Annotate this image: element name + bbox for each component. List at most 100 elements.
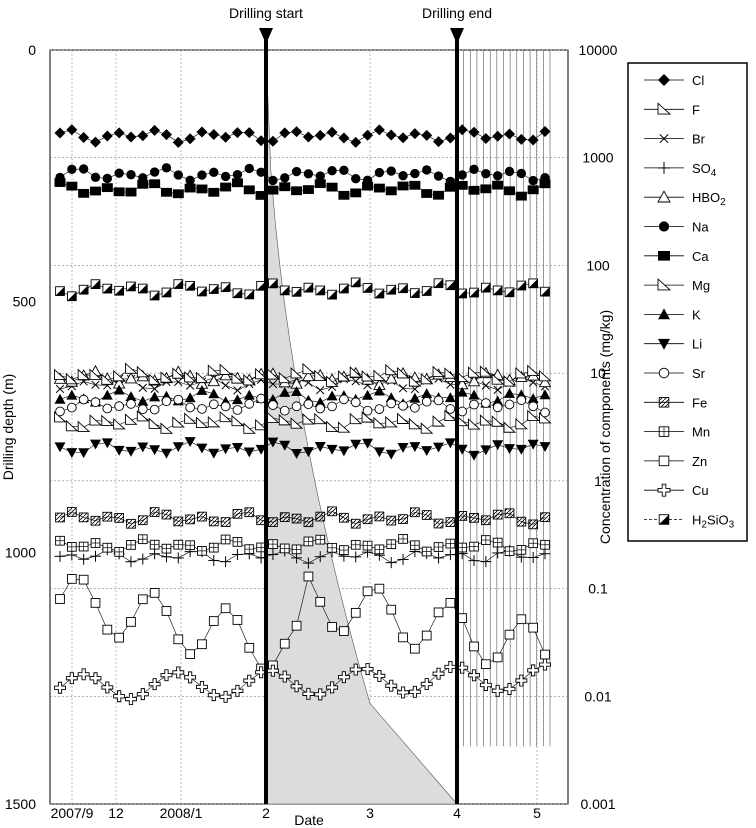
marker-point — [113, 418, 126, 430]
marker-point — [197, 404, 207, 414]
marker-point — [268, 379, 278, 389]
marker-point — [481, 515, 491, 526]
marker-point — [337, 671, 350, 684]
annotation-arrow — [259, 28, 273, 44]
marker-point — [302, 447, 314, 458]
marker-point — [491, 415, 505, 427]
marker-point — [172, 442, 184, 453]
marker-point — [468, 126, 480, 138]
marker-point — [209, 284, 219, 294]
marker-point — [373, 416, 387, 429]
marker-point — [244, 163, 254, 174]
marker-point — [90, 598, 101, 608]
marker-point — [444, 409, 458, 421]
marker-point — [421, 630, 432, 641]
marker-point — [91, 380, 100, 389]
marker-point — [658, 367, 670, 379]
marker-point — [184, 133, 196, 145]
marker-point — [196, 371, 209, 384]
marker-point — [126, 617, 136, 627]
marker-point — [386, 285, 396, 295]
marker-point — [65, 419, 79, 432]
marker-point — [492, 395, 504, 406]
marker-point — [326, 182, 338, 192]
marker-point — [659, 134, 669, 144]
marker-point — [54, 442, 66, 453]
marker-point — [280, 286, 290, 295]
x-axis: 2007/9 12 2008/1 2 3 4 5 — [51, 805, 542, 821]
marker-point — [527, 185, 539, 195]
legend-label: Br — [692, 132, 706, 147]
marker-point — [243, 389, 255, 400]
marker-point — [527, 134, 539, 146]
marker-point — [457, 511, 468, 521]
marker-point — [539, 389, 551, 400]
marker-point — [398, 632, 408, 643]
marker-point — [327, 290, 337, 300]
marker-point — [480, 445, 492, 456]
marker-point — [409, 442, 421, 453]
marker-point — [339, 512, 349, 523]
marker-point — [220, 182, 232, 192]
marker-point — [185, 649, 195, 659]
marker-point — [337, 370, 351, 382]
marker-point — [327, 622, 337, 632]
marker-point — [185, 281, 195, 291]
marker-point — [233, 288, 242, 298]
marker-point — [233, 386, 242, 395]
marker-point — [66, 507, 77, 517]
x-tick-label: 12 — [108, 805, 124, 821]
marker-point — [208, 516, 219, 527]
legend-item-cu: Cu — [644, 483, 709, 498]
marker-point — [78, 164, 89, 174]
marker-point — [479, 414, 493, 426]
marker-point — [374, 289, 384, 298]
marker-point — [160, 448, 172, 459]
marker-point — [160, 422, 174, 434]
marker-point — [78, 131, 90, 143]
y-right-tick-label: 1000 — [582, 150, 613, 166]
legend-item-sr: Sr — [644, 366, 706, 381]
marker-point — [445, 404, 456, 414]
marker-point — [160, 371, 174, 383]
marker-point — [338, 190, 350, 200]
marker-point — [456, 444, 468, 455]
marker-point — [291, 166, 302, 177]
marker-point — [410, 168, 420, 179]
marker-point — [207, 415, 221, 428]
marker-point — [208, 616, 219, 626]
series-zn — [55, 571, 550, 674]
marker-point — [255, 418, 268, 431]
marker-point — [125, 187, 137, 197]
marker-point — [243, 447, 255, 458]
marker-point — [349, 366, 363, 378]
marker-point — [481, 283, 491, 293]
marker-point — [91, 279, 100, 289]
marker-point — [303, 571, 314, 582]
marker-point — [148, 417, 162, 429]
marker-point — [232, 615, 243, 625]
marker-point — [444, 392, 456, 403]
marker-point — [302, 413, 316, 425]
marker-point — [456, 386, 468, 397]
marker-point — [467, 374, 481, 387]
marker-point — [172, 189, 184, 199]
marker-point — [350, 518, 361, 529]
marker-point — [55, 286, 65, 296]
marker-point — [444, 182, 456, 192]
x-tick-label: 2007/9 — [51, 805, 94, 821]
marker-point — [350, 607, 361, 618]
marker-point — [113, 369, 126, 382]
marker-point — [54, 681, 66, 694]
marker-point — [457, 170, 467, 180]
series-sr — [55, 393, 550, 418]
x-tick-label: 2 — [262, 805, 270, 821]
marker-point — [657, 483, 671, 497]
marker-point — [504, 128, 516, 140]
marker-point — [515, 191, 527, 201]
marker-point — [78, 574, 89, 585]
series-cl — [54, 124, 551, 148]
marker-point — [362, 438, 374, 449]
marker-point — [65, 672, 78, 685]
marker-point — [113, 187, 125, 197]
